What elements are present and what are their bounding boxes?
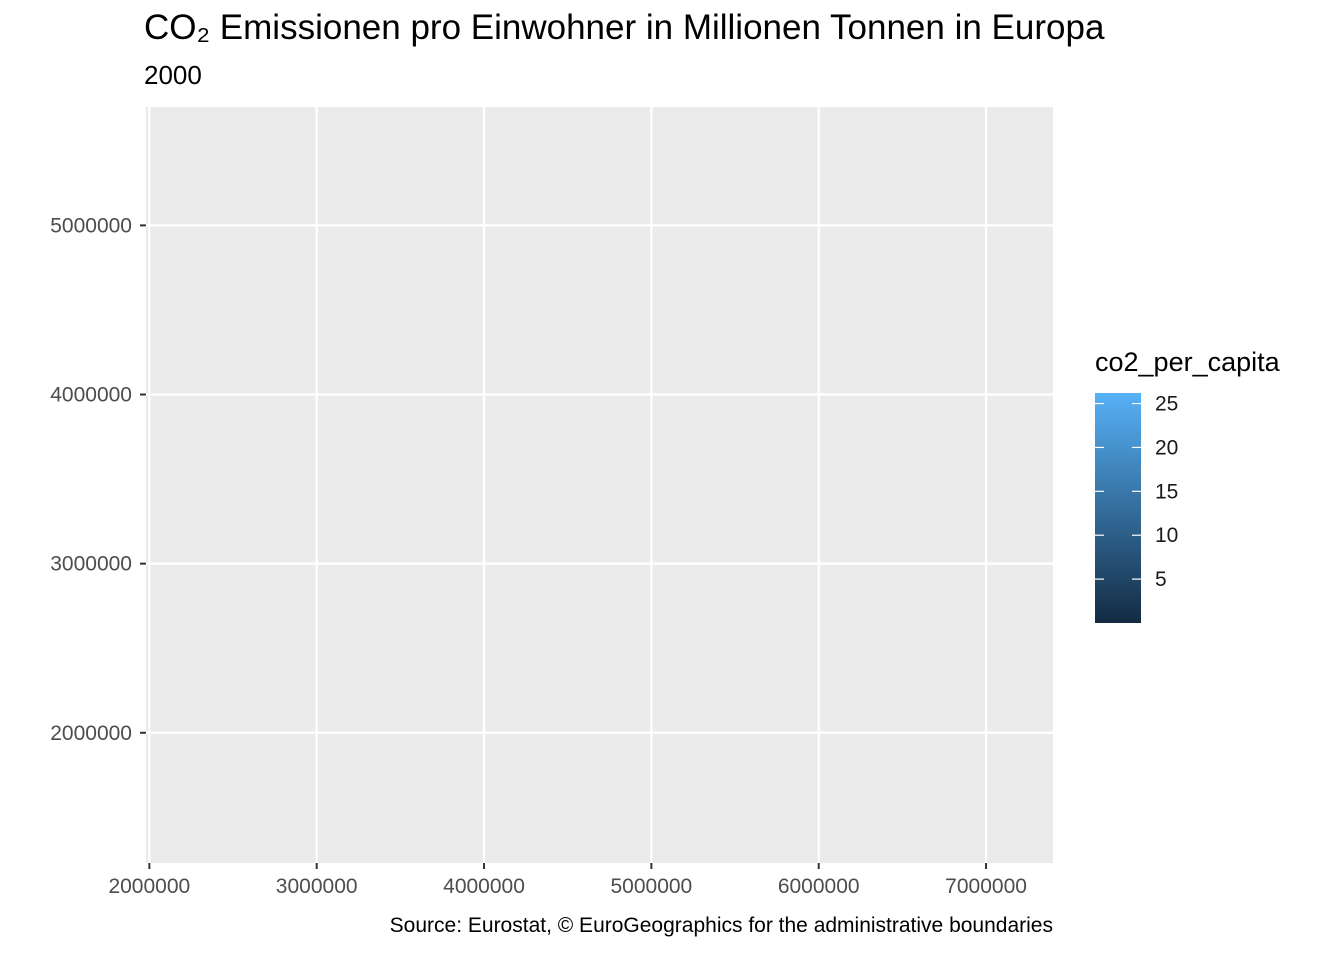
y-tick-label: 2000000 (50, 722, 132, 745)
x-tick-label: 7000000 (945, 875, 1027, 898)
y-tick-label: 3000000 (50, 553, 132, 576)
chart-caption: Source: Eurostat, © EuroGeographics for … (389, 914, 1053, 937)
plot-panel (146, 107, 1053, 863)
legend-tick-label: 25 (1155, 393, 1178, 416)
chart-subtitle: 2000 (144, 60, 202, 90)
y-tick-label: 5000000 (50, 214, 132, 237)
x-tick-label: 4000000 (443, 875, 525, 898)
chart-title: CO₂ Emissionen pro Einwohner in Millione… (144, 8, 1105, 47)
legend-title: co2_per_capita (1095, 347, 1280, 377)
x-tick-label: 2000000 (108, 875, 190, 898)
legend-tick-label: 10 (1155, 524, 1178, 547)
x-tick-label: 3000000 (276, 875, 358, 898)
x-tick-label: 6000000 (778, 875, 860, 898)
legend-tick-label: 20 (1155, 436, 1178, 459)
y-tick-label: 4000000 (50, 384, 132, 407)
x-tick-label: 5000000 (610, 875, 692, 898)
legend-tick-label: 5 (1155, 568, 1167, 591)
legend-tick-label: 15 (1155, 480, 1178, 503)
legend-colorbar (1095, 393, 1141, 623)
